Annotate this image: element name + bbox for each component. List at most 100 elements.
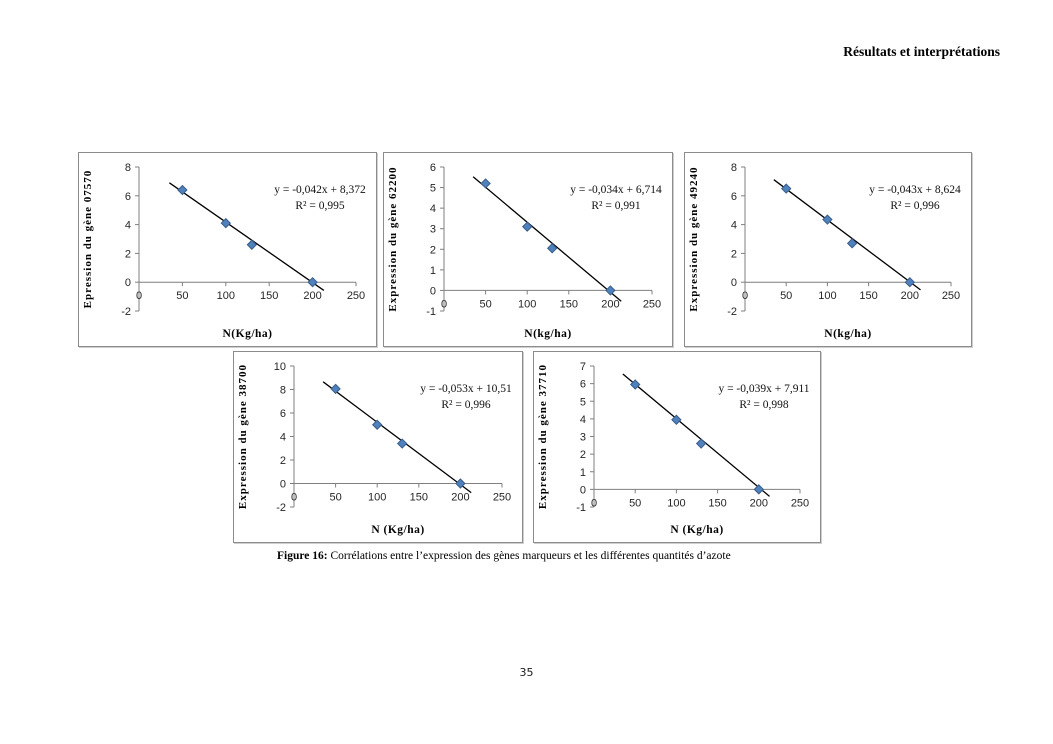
y-tick-label: 6	[580, 379, 586, 391]
data-point-marker	[822, 214, 833, 225]
x-tick-label: 100	[368, 492, 386, 504]
y-tick-label: 6	[280, 408, 286, 420]
x-tick-label: 0	[291, 492, 297, 504]
r-squared-value: R² = 0,991	[591, 200, 640, 212]
x-axis-title: N (Kg/ha)	[371, 524, 424, 536]
x-tick-label: 200	[601, 298, 619, 310]
x-tick-label: 150	[410, 492, 428, 504]
scatter-chart-gene-07570: -2 0 2 4 6 8 0 50 100 150 200 250 y = -0,042x + 8,37…	[82, 162, 366, 340]
r-squared-value: R² = 0,996	[441, 399, 490, 411]
y-tick-label: 2	[125, 248, 131, 260]
x-tick-label: 200	[303, 290, 321, 302]
x-axis-title: N(kg/ha)	[524, 328, 571, 340]
x-axis-title: N(Kg/ha)	[223, 328, 273, 340]
x-tick-label: 150	[560, 298, 578, 310]
x-tick-label: 150	[708, 497, 726, 509]
data-point-marker	[521, 221, 533, 232]
x-tick-label: 250	[493, 492, 511, 504]
page-number: 35	[519, 666, 534, 679]
x-tick-label: 250	[347, 290, 365, 302]
y-tick-label: 6	[731, 191, 737, 203]
data-point-marker	[671, 414, 682, 425]
y-tick-label: 0	[280, 479, 286, 491]
trendline	[622, 373, 770, 497]
figure-caption: Figure 16: Corrélations entre l’expressi…	[277, 550, 817, 562]
trendline	[472, 176, 622, 302]
figure-caption-text: Corrélations entre l’expression des gène…	[327, 550, 731, 562]
x-tick-label: 100	[217, 290, 235, 302]
y-axis-title: Expression du gène 37710	[537, 364, 549, 509]
chart-gene-49240: -2 0 2 4 6 8 0 50 100 150 200 250 y = -0,043x + 8,62…	[684, 152, 972, 347]
y-tick-label: 8	[280, 385, 286, 397]
data-point-marker	[904, 276, 916, 288]
x-tick-label: 250	[791, 497, 809, 509]
x-tick-label: 150	[260, 290, 278, 302]
data-point-marker	[629, 379, 641, 390]
scatter-chart-gene-49240: -2 0 2 4 6 8 0 50 100 150 200 250 y = -0,043x + 8,62…	[688, 162, 961, 340]
figure-caption-label: Figure 16:	[277, 550, 328, 562]
y-tick-label: 0	[430, 285, 436, 297]
trendline	[322, 381, 472, 494]
x-tick-label: 50	[780, 290, 792, 302]
y-axis-title: Epression du gène 07570	[82, 170, 94, 309]
x-tick-label: 200	[750, 497, 768, 509]
trendline	[773, 179, 921, 291]
x-tick-label: 0	[441, 298, 447, 310]
data-point-marker	[396, 438, 408, 449]
y-tick-label: 3	[580, 432, 586, 444]
y-tick-label: 1	[430, 265, 436, 277]
x-tick-label: 100	[818, 290, 836, 302]
y-tick-label: 4	[125, 220, 131, 232]
y-tick-label: -1	[576, 502, 586, 514]
chart-gene-38700: -2 0 2 4 6 8 10 0 50 100 150 200 250 y = -0,053x + 10…	[233, 351, 523, 543]
x-tick-label: 100	[667, 497, 685, 509]
y-tick-label: 0	[580, 484, 586, 496]
y-tick-label: 4	[580, 414, 586, 426]
y-tick-label: 8	[731, 162, 737, 174]
y-tick-label: 6	[430, 162, 436, 174]
y-tick-label: 10	[274, 361, 286, 373]
y-tick-label: 2	[430, 244, 436, 256]
x-tick-label: 0	[591, 497, 597, 509]
y-tick-label: 0	[731, 277, 737, 289]
trendline-equation: y = -0,034x + 6,714	[570, 184, 662, 196]
y-tick-label: 7	[580, 361, 586, 373]
x-tick-label: 50	[176, 290, 188, 302]
y-axis-title: Expression du gène 38700	[237, 364, 249, 509]
x-tick-label: 50	[329, 492, 341, 504]
y-tick-label: -2	[276, 502, 286, 514]
y-tick-label: 0	[125, 277, 131, 289]
x-tick-label: 250	[643, 298, 661, 310]
chart-gene-62200: -1 0 1 2 3 4 5 6 0 50 100 150 200 250 y = -0,034x + 6,…	[383, 152, 673, 347]
y-tick-label: -2	[121, 306, 131, 318]
chart-gene-37710: -1 0 1 2 3 4 5 6 7 0 50 100 150 200 250 y = -0,039x + 7…	[533, 351, 821, 543]
data-point-marker	[220, 217, 232, 229]
x-tick-label: 100	[518, 298, 536, 310]
x-tick-label: 50	[479, 298, 491, 310]
x-tick-label: 250	[942, 290, 960, 302]
y-tick-label: 2	[280, 455, 286, 467]
data-point-marker	[330, 383, 341, 395]
data-point-marker	[455, 478, 466, 489]
x-tick-label: 150	[859, 290, 877, 302]
y-tick-label: 5	[430, 183, 436, 195]
y-axis-title: Expression du gène 62200	[387, 166, 399, 311]
y-tick-label: 2	[580, 449, 586, 461]
r-squared-value: R² = 0,998	[739, 399, 788, 411]
y-axis-title: Expression du gène 49240	[688, 166, 700, 311]
data-point-marker	[695, 438, 707, 449]
y-tick-label: 1	[580, 467, 586, 479]
y-tick-label: 2	[731, 248, 737, 260]
scatter-chart-gene-62200: -1 0 1 2 3 4 5 6 0 50 100 150 200 250 y = -0,034x + 6,…	[387, 162, 662, 340]
data-point-marker	[307, 276, 318, 288]
x-tick-label: 0	[136, 290, 142, 302]
data-point-marker	[371, 419, 383, 430]
x-tick-label: 200	[451, 492, 469, 504]
trendline-equation: y = -0,039x + 7,911	[718, 383, 809, 395]
data-point-marker	[846, 238, 858, 249]
x-tick-label: 200	[901, 290, 919, 302]
r-squared-value: R² = 0,995	[295, 200, 344, 212]
y-tick-label: 4	[731, 220, 737, 232]
